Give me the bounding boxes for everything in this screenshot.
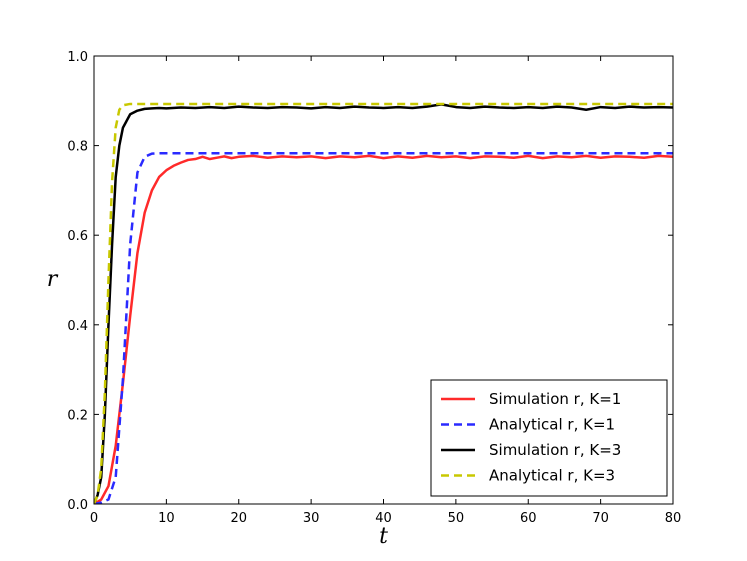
series-line-1 — [94, 154, 673, 504]
y-tick-label: 0.8 — [67, 140, 88, 155]
y-tick-label: 0.6 — [67, 229, 88, 244]
y-axis-label: r — [47, 267, 59, 292]
x-axis-label: t — [379, 524, 388, 549]
y-tick-label: 0.2 — [67, 408, 88, 423]
y-tick-label: 0.0 — [67, 498, 88, 513]
x-tick-label: 70 — [592, 511, 609, 526]
series-line-4 — [94, 102, 673, 504]
x-tick-label: 60 — [520, 511, 537, 526]
y-tick-label: 0.4 — [67, 319, 88, 334]
legend-label: Analytical r, K=3 — [489, 467, 615, 485]
x-tick-label: 50 — [448, 511, 465, 526]
legend: Simulation r, K=1 Analytical r, K=1 Simula… — [430, 379, 668, 497]
x-tick-label: 20 — [230, 511, 247, 526]
x-tick-label: 0 — [90, 511, 98, 526]
x-tick-label: 10 — [158, 511, 175, 526]
legend-label: Analytical r, K=1 — [489, 416, 615, 434]
y-tick-label: 1.0 — [67, 50, 88, 65]
x-tick-label: 80 — [665, 511, 682, 526]
tick-layer: 0 10 20 30 40 50 60 70 80 0.0 0.2 0.4 0.6 0.8 1.0 — [67, 50, 681, 526]
series-line-3 — [94, 103, 673, 504]
series-layer — [94, 102, 673, 504]
x-tick-label: 30 — [303, 511, 320, 526]
x-tick-label: 40 — [375, 511, 392, 526]
legend-label: Simulation r, K=3 — [489, 441, 621, 459]
legend-label: Simulation r, K=1 — [489, 390, 621, 408]
